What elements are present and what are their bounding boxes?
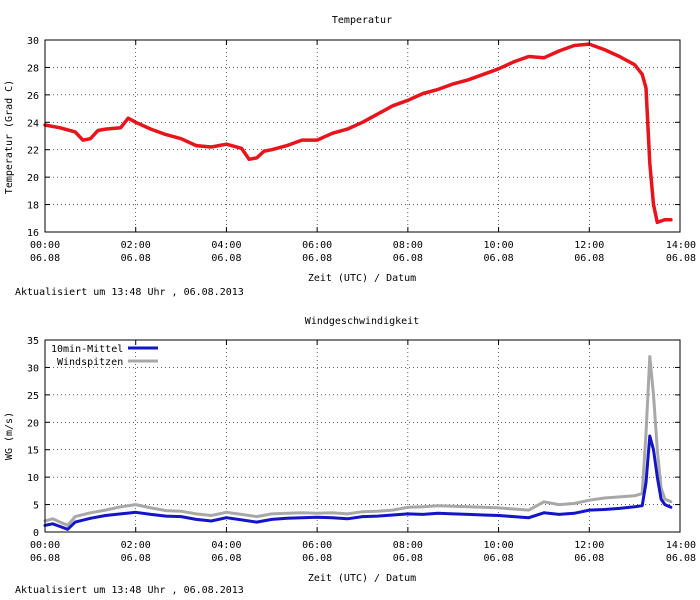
y-axis-label: WG (m/s) (4, 412, 15, 460)
x-tick-label: 14:00 (666, 540, 696, 551)
x-axis-label: Zeit (UTC) / Datum (308, 573, 416, 584)
y-tick-label: 5 (33, 501, 39, 512)
x-tick-date: 06.08 (30, 253, 60, 264)
x-tick-label: 10:00 (484, 240, 514, 251)
x-tick-date: 06.08 (574, 253, 604, 264)
grid (45, 40, 680, 232)
x-tick-label: 04:00 (211, 240, 241, 251)
y-tick-label: 20 (27, 173, 39, 184)
y-tick-label: 10 (27, 473, 39, 484)
y-tick-label: 26 (27, 91, 39, 102)
x-axis-ticks: 00:00 06.08 02:00 06.08 04:00 06.08 06:00 06.08… (30, 340, 696, 564)
x-tick-label: 00:00 (30, 240, 60, 251)
y-tick-label: 0 (33, 528, 39, 539)
y-tick-label: 22 (27, 146, 39, 157)
x-axis-label: Zeit (UTC) / Datum (308, 273, 416, 284)
chart-title: Windgeschwindigkeit (305, 316, 419, 327)
x-tick-label: 12:00 (574, 540, 604, 551)
x-tick-label: 06:00 (302, 240, 332, 251)
x-tick-label: 04:00 (211, 540, 241, 551)
x-tick-date: 06.08 (393, 253, 423, 264)
x-tick-date: 06.08 (302, 553, 332, 564)
temperature-chart: Temperatur 16 18 20 22 24 26 28 30 00:00 06.08 02… (4, 15, 696, 284)
10min-mittel-series-line (43, 434, 673, 531)
x-tick-date: 06.08 (211, 253, 241, 264)
x-tick-date: 06.08 (302, 253, 332, 264)
x-tick-date: 06.08 (666, 553, 696, 564)
plot-frame (44, 339, 681, 533)
update-timestamp: Aktualisiert um 13:48 Uhr , 06.08.2013 (15, 585, 244, 596)
plot-frame (44, 39, 681, 233)
y-tick-label: 15 (27, 446, 39, 457)
x-tick-label: 08:00 (393, 240, 423, 251)
x-tick-date: 06.08 (484, 253, 514, 264)
x-tick-label: 14:00 (666, 240, 696, 251)
x-tick-date: 06.08 (30, 553, 60, 564)
wind-chart: Windgeschwindigkeit 0 5 10 15 20 25 30 35 00:00… (4, 316, 696, 584)
chart-title: Temperatur (332, 15, 392, 26)
temperature-series-line (43, 42, 673, 225)
x-tick-date: 06.08 (211, 553, 241, 564)
x-tick-label: 08:00 (393, 540, 423, 551)
plot-area (43, 42, 673, 225)
y-tick-label: 24 (27, 118, 39, 129)
update-timestamp: Aktualisiert um 13:48 Uhr , 06.08.2013 (15, 287, 244, 298)
y-axis-ticks: 16 18 20 22 24 26 28 30 (27, 36, 680, 239)
y-axis-ticks: 0 5 10 15 20 25 30 35 (27, 336, 680, 539)
y-tick-label: 35 (27, 336, 39, 347)
y-tick-label: 30 (27, 36, 39, 47)
legend: 10min-Mittel Windspitzen (51, 344, 158, 368)
x-tick-label: 00:00 (30, 540, 60, 551)
x-tick-date: 06.08 (121, 553, 151, 564)
windspitzen-series-line (43, 355, 673, 527)
x-tick-label: 12:00 (574, 240, 604, 251)
x-tick-label: 06:00 (302, 540, 332, 551)
y-tick-label: 25 (27, 391, 39, 402)
x-axis-ticks: 00:00 06.08 02:00 06.08 04:00 06.08 06:00 06.08… (30, 40, 696, 264)
legend-label-10min-mittel: 10min-Mittel (51, 344, 123, 355)
x-tick-label: 10:00 (484, 540, 514, 551)
y-axis-label: Temperatur (Grad C) (4, 80, 15, 194)
y-tick-label: 28 (27, 63, 39, 74)
x-tick-date: 06.08 (484, 553, 514, 564)
x-tick-label: 02:00 (121, 540, 151, 551)
legend-label-windspitzen: Windspitzen (57, 357, 123, 368)
x-tick-date: 06.08 (574, 553, 604, 564)
y-tick-label: 30 (27, 363, 39, 374)
y-tick-label: 20 (27, 418, 39, 429)
x-tick-date: 06.08 (121, 253, 151, 264)
y-tick-label: 16 (27, 228, 39, 239)
grid (45, 340, 680, 532)
x-tick-date: 06.08 (393, 553, 423, 564)
x-tick-date: 06.08 (666, 253, 696, 264)
plot-area (43, 355, 673, 531)
x-tick-label: 02:00 (121, 240, 151, 251)
y-tick-label: 18 (27, 201, 39, 212)
